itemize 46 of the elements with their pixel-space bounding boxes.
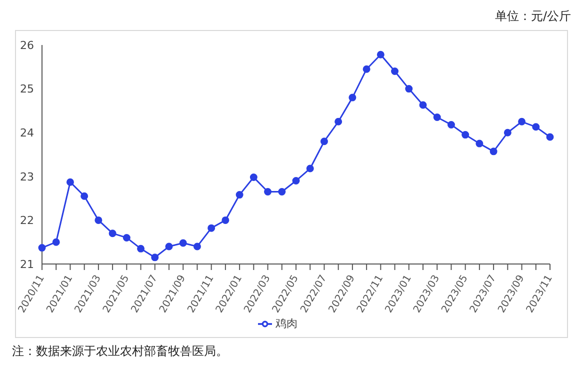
y-tick-label: 23 [20,170,34,184]
y-tick-label: 24 [20,126,34,140]
point [208,224,216,232]
point [391,68,399,76]
point [532,123,540,131]
point [447,120,455,128]
point [193,242,201,250]
point [292,177,300,185]
point [38,244,46,252]
point [334,118,342,126]
point [165,242,173,250]
point [122,234,130,242]
point [462,131,470,139]
y-tick-label: 26 [20,38,34,52]
y-tick-label: 22 [20,214,34,228]
point [222,216,230,224]
point [179,239,187,247]
point [278,188,286,196]
point [137,244,145,252]
legend-label: 鸡肉 [276,317,298,330]
point [405,85,413,93]
point [504,128,512,136]
point [80,192,88,200]
point [108,230,116,238]
point [476,140,484,148]
point [236,191,244,199]
text: 注：数据来源于农业农村部畜牧兽医局。 [12,343,228,360]
point [376,50,384,58]
point [419,101,427,109]
y-tick-label: 25 [20,82,34,96]
point [264,188,272,196]
point [518,118,526,126]
point [490,148,498,156]
point [306,164,314,172]
point [52,238,60,246]
y-tick-label: 21 [20,258,34,271]
point [66,178,74,186]
point [433,114,441,122]
point [151,254,159,262]
point [94,216,102,224]
point [320,138,328,146]
point [348,94,356,102]
point [362,65,370,73]
point [250,174,258,182]
text: 单位：元/公斤 [494,8,571,25]
point [546,133,554,141]
